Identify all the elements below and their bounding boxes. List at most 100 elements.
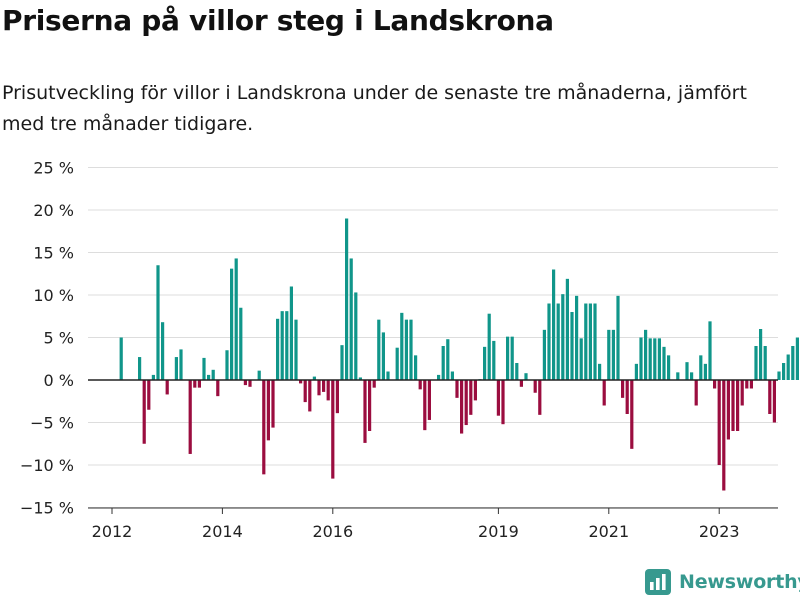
bar: [239, 307, 243, 380]
bar: [414, 355, 418, 380]
bar: [368, 380, 372, 431]
bar: [538, 380, 542, 415]
x-tick-label: 2016: [312, 522, 353, 541]
y-tick-label: 20 %: [33, 201, 74, 220]
bar: [740, 380, 744, 406]
bar: [501, 380, 505, 425]
x-tick-label: 2012: [92, 522, 133, 541]
bar: [409, 319, 413, 380]
bar: [777, 371, 781, 380]
bar: [542, 329, 546, 380]
bar: [699, 355, 703, 380]
bar: [515, 363, 519, 380]
y-tick-label: 0 %: [44, 371, 74, 390]
bar: [496, 380, 500, 416]
x-tick-label: 2019: [478, 522, 519, 541]
bar: [469, 380, 473, 415]
bar: [510, 336, 514, 380]
bar: [119, 337, 123, 380]
y-axis-labels: 25 % 20 % 15 % 10 % 5 % 0 % −5 % −10 % −15 %: [20, 159, 74, 518]
bar: [644, 329, 648, 380]
bar: [575, 295, 579, 380]
bar: [588, 303, 592, 380]
bar: [736, 380, 740, 431]
bar: [547, 303, 551, 380]
bar: [634, 363, 638, 380]
bar: [202, 357, 206, 380]
bar: [381, 332, 385, 380]
bar: [694, 380, 698, 406]
x-tick-label: 2014: [202, 522, 243, 541]
bar: [345, 218, 349, 380]
bar: [584, 303, 588, 380]
bar: [165, 380, 169, 395]
bar: [354, 292, 358, 380]
bar: [611, 329, 615, 380]
bar: [441, 346, 445, 380]
bar: [377, 319, 381, 380]
bar: [197, 380, 201, 388]
bar: [795, 337, 799, 380]
bar: [138, 357, 142, 380]
bar: [156, 265, 160, 380]
x-axis: 2012201420162019202120232025: [88, 379, 778, 541]
bar-chart: 25 % 20 % 15 % 10 % 5 % 0 % −5 % −10 % −15 % 201…: [20, 159, 799, 541]
bar: [768, 380, 772, 414]
bar: [598, 363, 602, 380]
bar: [653, 338, 657, 380]
bar: [616, 295, 620, 380]
bar: [276, 318, 280, 380]
bar: [312, 376, 316, 380]
y-tick-label: −10 %: [20, 456, 74, 475]
bars: [119, 218, 799, 491]
bar: [607, 329, 611, 380]
newsworthy-logo-icon: [645, 569, 671, 595]
bar: [340, 345, 344, 380]
chart-subtitle: Prisutveckling för villor i Landskrona u…: [2, 82, 747, 135]
bar: [754, 346, 758, 380]
bar: [335, 380, 339, 414]
bar: [243, 380, 247, 386]
bar: [460, 380, 464, 434]
bar: [570, 312, 574, 380]
bar: [308, 380, 312, 412]
brand-name: Newsworthy: [679, 571, 800, 593]
y-tick-label: −15 %: [20, 499, 74, 518]
bar: [561, 294, 565, 380]
bar: [400, 312, 404, 380]
bar: [621, 380, 625, 398]
bar: [230, 268, 234, 380]
bar: [151, 374, 155, 380]
bar: [427, 380, 431, 420]
bar: [552, 269, 556, 380]
bar: [703, 363, 707, 380]
bar: [662, 346, 666, 380]
bar: [285, 311, 289, 380]
y-tick-label: 10 %: [33, 286, 74, 305]
bar: [690, 372, 694, 380]
bar: [630, 380, 634, 449]
y-tick-label: 25 %: [33, 159, 74, 178]
newsworthy-logo: Newsworthy: [645, 568, 800, 596]
bar: [726, 380, 730, 440]
bar: [749, 380, 753, 389]
bar: [395, 347, 399, 380]
bar: [648, 338, 652, 380]
bar: [386, 371, 390, 380]
bar: [216, 380, 220, 397]
x-tick-label: 2021: [588, 522, 629, 541]
bar: [331, 380, 335, 479]
bar: [303, 380, 307, 403]
bar: [142, 380, 146, 444]
bar: [147, 380, 151, 410]
bar: [657, 338, 661, 380]
bar: [745, 380, 749, 389]
bar: [713, 380, 717, 389]
bar: [418, 380, 422, 390]
bar: [294, 319, 298, 380]
bar: [763, 346, 767, 380]
bar: [473, 380, 477, 401]
bar: [372, 380, 376, 388]
bar: [174, 357, 178, 380]
bar: [593, 303, 597, 380]
